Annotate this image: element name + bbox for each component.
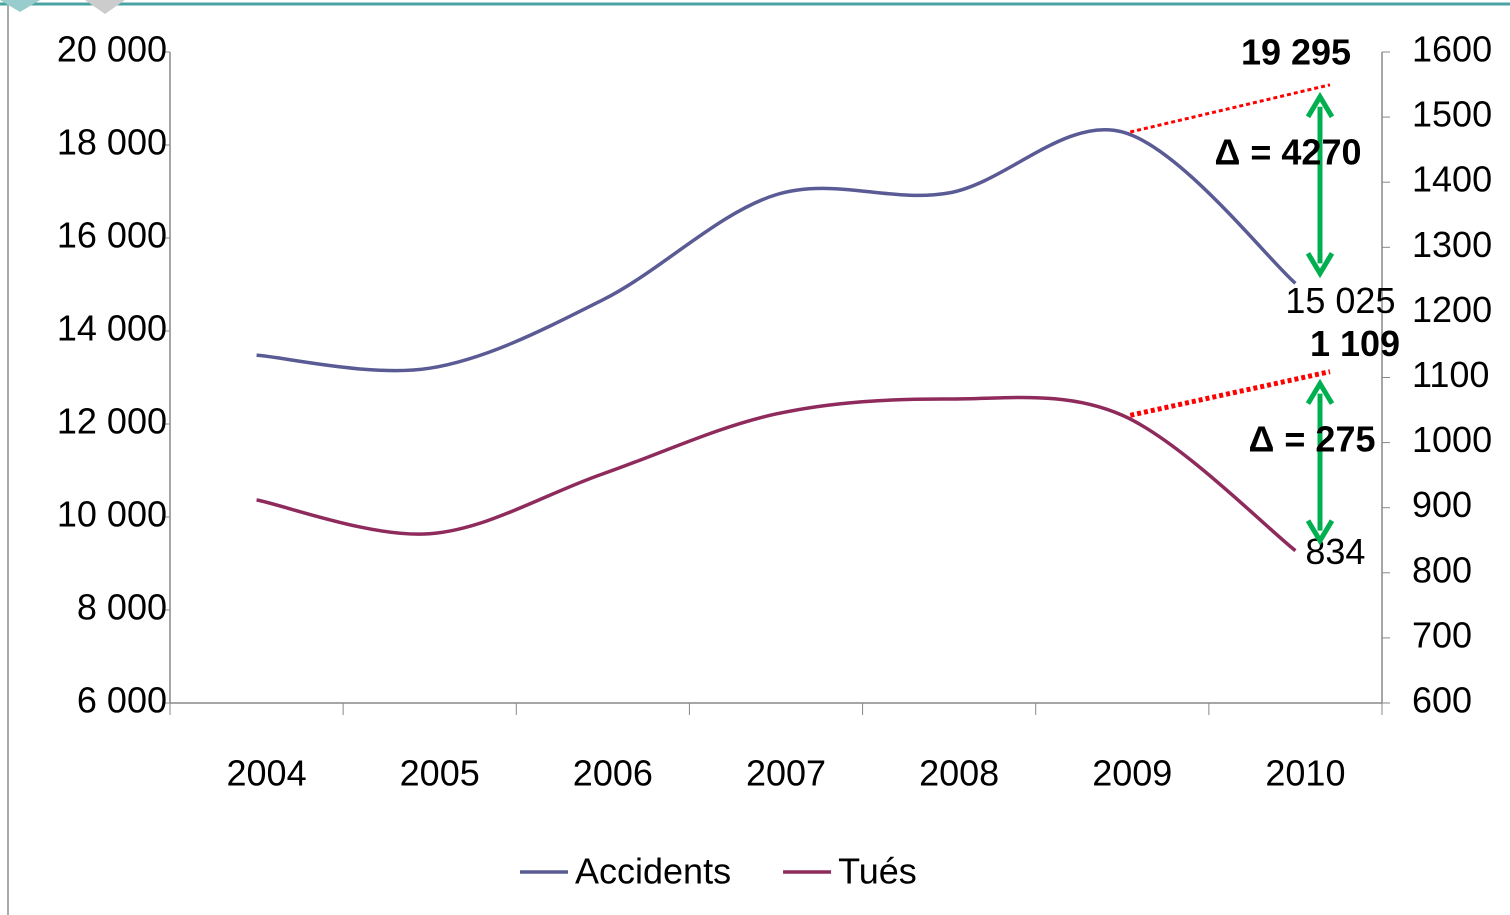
arrow-head [1305,519,1335,546]
x-tick-label: 2010 [1265,753,1345,794]
decoration [0,0,40,12]
y2-tick-label: 1000 [1412,419,1492,460]
arrow-head [1305,91,1335,119]
y2-tick-label: 900 [1412,484,1472,525]
y-tick-label: 20 000 [57,29,167,70]
x-tick-label: 2008 [919,753,999,794]
y2-tick-label: 1600 [1412,29,1492,70]
delta-label: Δ = 275 [1249,419,1376,460]
y2-tick-label: 1400 [1412,159,1492,200]
y-tick-label: 16 000 [57,215,167,256]
arrow-head [1305,252,1335,279]
data-label: 834 [1305,531,1365,572]
x-tick-label: 2004 [227,753,307,794]
y-tick-label: 8 000 [77,587,167,628]
legend-label: Accidents [575,851,731,892]
data-label: 15 025 [1285,280,1395,321]
x-tick-label: 2006 [573,753,653,794]
y2-tick-label: 600 [1412,680,1472,721]
y2-tick-label: 1300 [1412,224,1492,265]
series-line [256,128,1297,373]
y2-tick-label: 1100 [1412,354,1489,395]
y-tick-label: 14 000 [57,308,167,349]
y2-tick-label: 700 [1412,614,1472,655]
x-tick-label: 2005 [400,753,480,794]
series-line [256,395,1297,553]
delta-label: Δ = 4270 [1215,132,1362,173]
projection-line [1129,369,1331,418]
y2-tick-label: 1200 [1412,289,1492,330]
projection-label: 1 109 [1310,323,1400,364]
y2-tick-label: 1500 [1412,94,1492,135]
x-tick-label: 2009 [1092,753,1172,794]
arrow-head [1305,378,1335,405]
y-tick-label: 6 000 [77,680,167,721]
projection-line [1129,83,1331,134]
decoration [85,0,125,14]
y-tick-label: 12 000 [57,401,167,442]
y2-tick-label: 800 [1412,549,1472,590]
y-tick-label: 10 000 [57,494,167,535]
projection-label: 19 295 [1241,31,1351,72]
legend-label: Tués [838,851,917,892]
y-tick-label: 18 000 [57,122,167,163]
x-tick-label: 2007 [746,753,826,794]
